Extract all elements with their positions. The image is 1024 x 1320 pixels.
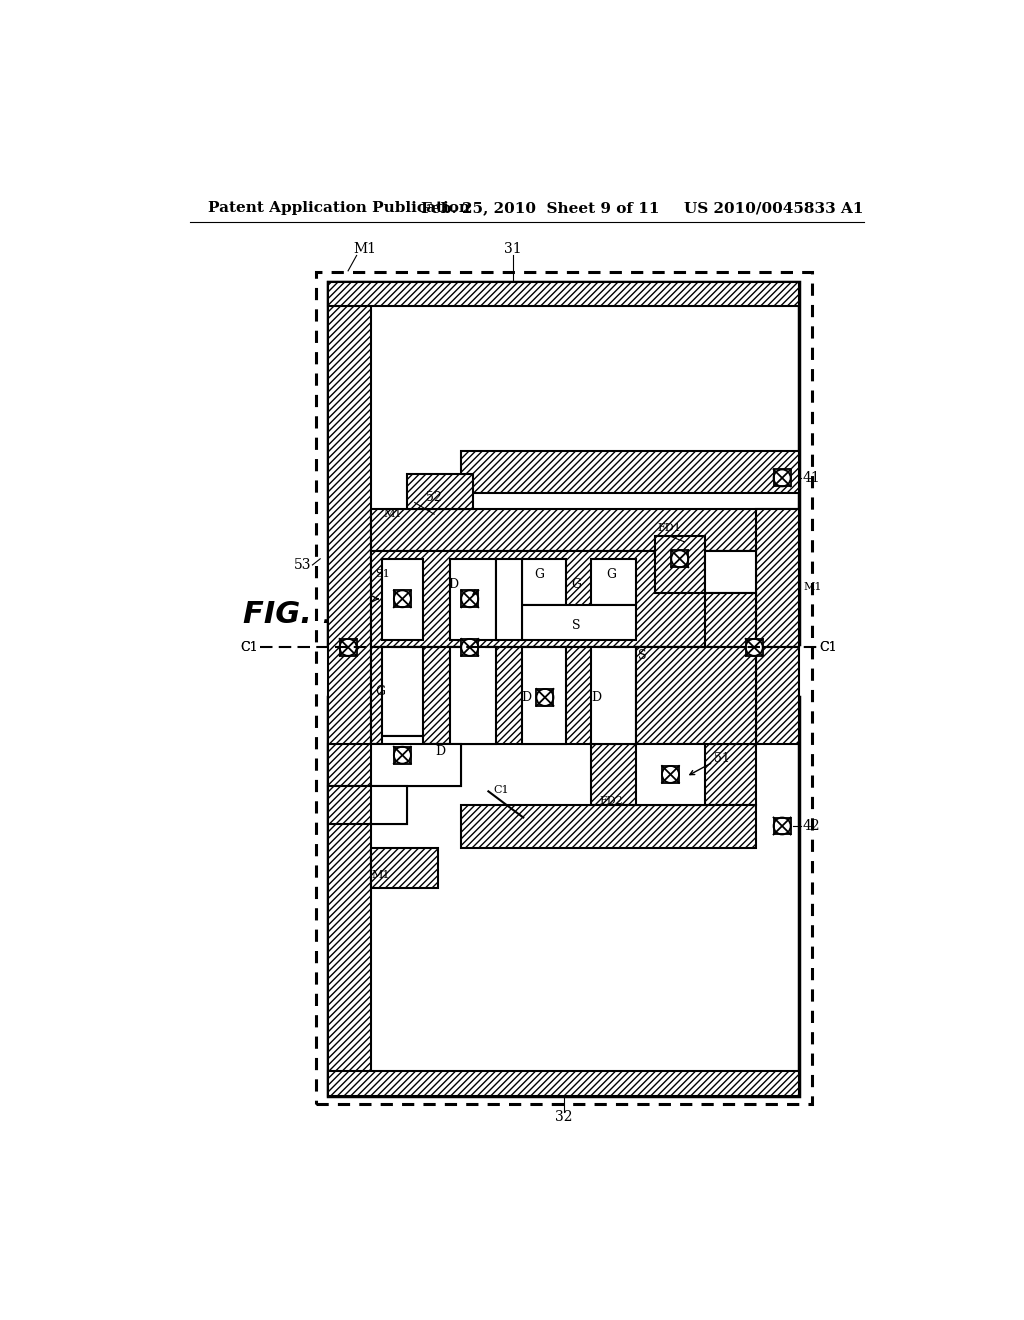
Bar [371,743,461,785]
Bar [636,647,756,743]
Bar [461,639,478,656]
Text: C1: C1 [819,640,837,653]
Bar [371,847,438,888]
Bar [394,590,411,607]
Text: Patent Application Publication: Patent Application Publication [208,202,470,215]
Bar [382,558,423,640]
Bar [328,281,371,1096]
Bar [592,743,756,805]
Text: FD1: FD1 [657,523,681,533]
Bar [340,639,356,656]
Bar [521,647,566,743]
Text: D: D [435,744,445,758]
Bar [521,605,636,640]
Text: 41: 41 [802,471,820,484]
Bar [756,647,799,743]
Bar [745,639,763,656]
Text: G: G [375,685,385,698]
Bar [672,550,688,568]
Bar [496,558,521,640]
Bar [328,281,799,644]
Text: FD2: FD2 [599,796,623,807]
Bar [521,558,566,605]
Text: US 2010/0045833 A1: US 2010/0045833 A1 [684,202,864,215]
Text: G: G [535,568,545,581]
Bar [773,470,791,487]
Bar [382,737,423,775]
Text: C1: C1 [241,640,258,653]
Text: S: S [571,619,581,631]
Text: 42: 42 [802,818,820,833]
Text: G: G [606,568,616,581]
Bar [328,785,407,825]
Bar [636,743,706,805]
Bar [655,536,706,594]
Bar [382,647,423,737]
Bar [371,508,799,552]
Bar [592,558,636,605]
Bar [407,474,473,508]
Text: Feb. 25, 2010  Sheet 9 of 11: Feb. 25, 2010 Sheet 9 of 11 [421,202,659,215]
Bar [450,558,496,640]
Bar [315,272,812,1104]
Text: C1: C1 [241,640,258,653]
Bar [706,552,756,594]
Bar [461,805,756,847]
Text: S1: S1 [375,569,390,579]
Text: G: G [571,578,581,591]
Text: 51: 51 [714,752,730,766]
Text: 53: 53 [294,558,311,572]
Bar [394,747,411,763]
Text: M1: M1 [804,582,822,593]
Text: S: S [638,648,646,661]
Text: FIG. 12: FIG. 12 [243,599,365,628]
Bar [773,817,791,834]
Text: 31: 31 [505,243,522,256]
Text: C1: C1 [494,785,509,795]
Text: 52: 52 [426,491,442,504]
Bar [328,743,461,785]
Text: D: D [592,690,601,704]
Bar [371,785,407,825]
Bar [662,766,679,783]
Bar [461,451,799,494]
Bar [328,1071,799,1096]
Text: D: D [521,690,531,704]
Bar [592,647,636,743]
Bar [756,508,799,647]
Text: 32: 32 [555,1110,572,1125]
Text: M1: M1 [372,870,390,879]
Bar [450,647,496,743]
Text: C1: C1 [819,640,837,653]
Bar [461,590,478,607]
Bar [706,594,756,647]
Text: M1: M1 [353,243,377,256]
Bar [328,281,799,306]
Bar [537,689,554,706]
Text: M1: M1 [383,510,401,519]
Text: D: D [449,578,459,591]
Bar [328,697,799,1096]
Bar [371,647,756,743]
Bar [371,552,756,647]
